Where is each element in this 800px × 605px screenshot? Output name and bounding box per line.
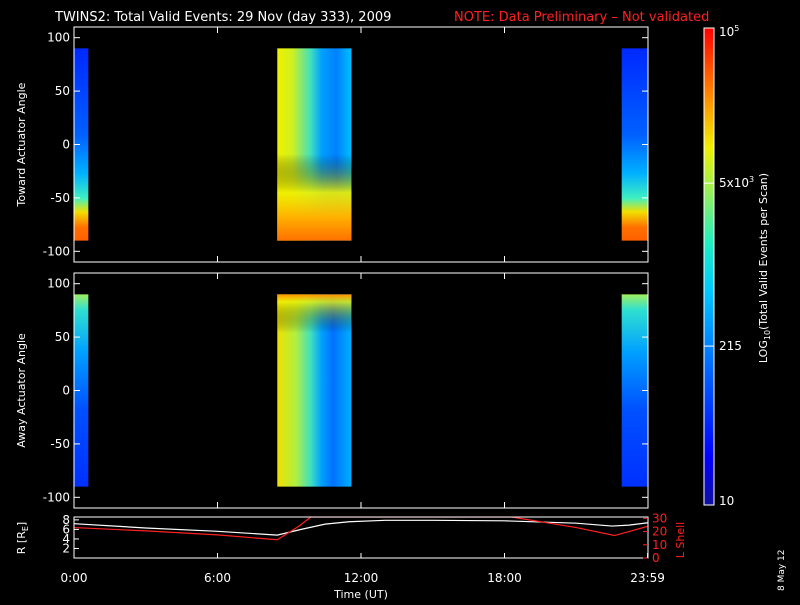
y-tick-label: 50 [55,84,70,98]
y-axis-label: Away Actuator Angle [15,333,28,448]
y-tick-label: -50 [50,437,70,451]
toward-heatmap-panel: 100 50 0 -50 -100 Toward Actuator Angle [15,26,649,263]
colorbar-tick-label: 105 [719,24,739,39]
colorbar-tick-base: 215 [719,339,742,353]
chart-note: NOTE: Data Preliminary – Not validated [454,10,709,25]
y-tick-label: -50 [50,191,70,205]
y-tick-label: -100 [43,244,70,258]
data-block-0 [74,48,89,241]
x-axis-label: Time (UT) [333,588,388,600]
x-tick-label: 23:59 [630,571,665,585]
left-tick-label: 4 [62,532,70,546]
colorbar-tick-label: 5x103 [719,175,754,190]
x-tick-label: 12:00 [344,571,379,585]
x-tick-label: 18:00 [487,571,522,585]
data-block-overlay-1 [277,48,352,241]
colorbar-label: LOG10(Total Valid Events per Scan) [757,173,772,363]
svg-text:LOG10(Total Valid Events per: LOG10(Total Valid Events per Scan) [757,173,772,363]
y-tick-label: -100 [43,490,70,504]
colorbar-label-sub: 10 [763,330,772,340]
colorbar-tick-label: 215 [719,339,742,353]
y-tick-label: 50 [55,330,70,344]
y-axis-label: Toward Actuator Angle [15,82,28,207]
left-axis-label: R [RE] [15,522,30,554]
right-axis-label: L Shell [674,522,687,558]
colorbar-tick-base: 10 [719,25,734,39]
data-block-overlay-1 [277,294,352,487]
y-tick-label: 0 [62,384,70,398]
right-tick-label: 10 [652,538,667,552]
left-tick-label: 2 [62,541,70,555]
colorbar-label-pre: LOG [757,340,770,363]
right-tick-label: 30 [652,511,667,525]
radius-line [74,519,648,536]
y-tick-label: 0 [62,138,70,152]
colorbar-tick-exp: 5 [734,24,739,33]
left-tick-label: 8 [62,513,70,527]
x-tick-label: 6:00 [204,571,231,585]
right-tick-label: 0 [652,551,660,565]
colorbar-gradient [703,27,715,506]
y-tick-label: 100 [47,277,70,291]
left-tick-label: 6 [62,522,70,536]
colorbar-label-post: (Total Valid Events per Scan) [757,173,770,330]
colorbar-tick-exp: 3 [749,175,754,184]
panel-background [74,27,648,262]
panel-background [74,273,648,508]
right-tick-label: 20 [652,525,667,539]
colorbar-tick-base: 5x10 [719,176,749,190]
colorbar-tick-base: 10 [719,494,734,508]
lshell-line [74,517,648,541]
chart-title: TWINS2: Total Valid Events: 29 Nov (day … [54,10,391,25]
date-stamp: 8 May 12 [777,549,787,591]
data-block-0 [74,294,89,487]
y-tick-label: 100 [47,31,70,45]
left-axis-label-main: R [R [15,531,28,554]
left-axis-label-sub: E [21,526,30,531]
x-tick-label: 0:00 [61,571,88,585]
away-heatmap-panel: 100 50 0 -50 -100 Away Actuator Angle [15,272,649,509]
left-axis-label-end: ] [15,522,28,526]
colorbar-tick-label: 10 [719,494,734,508]
